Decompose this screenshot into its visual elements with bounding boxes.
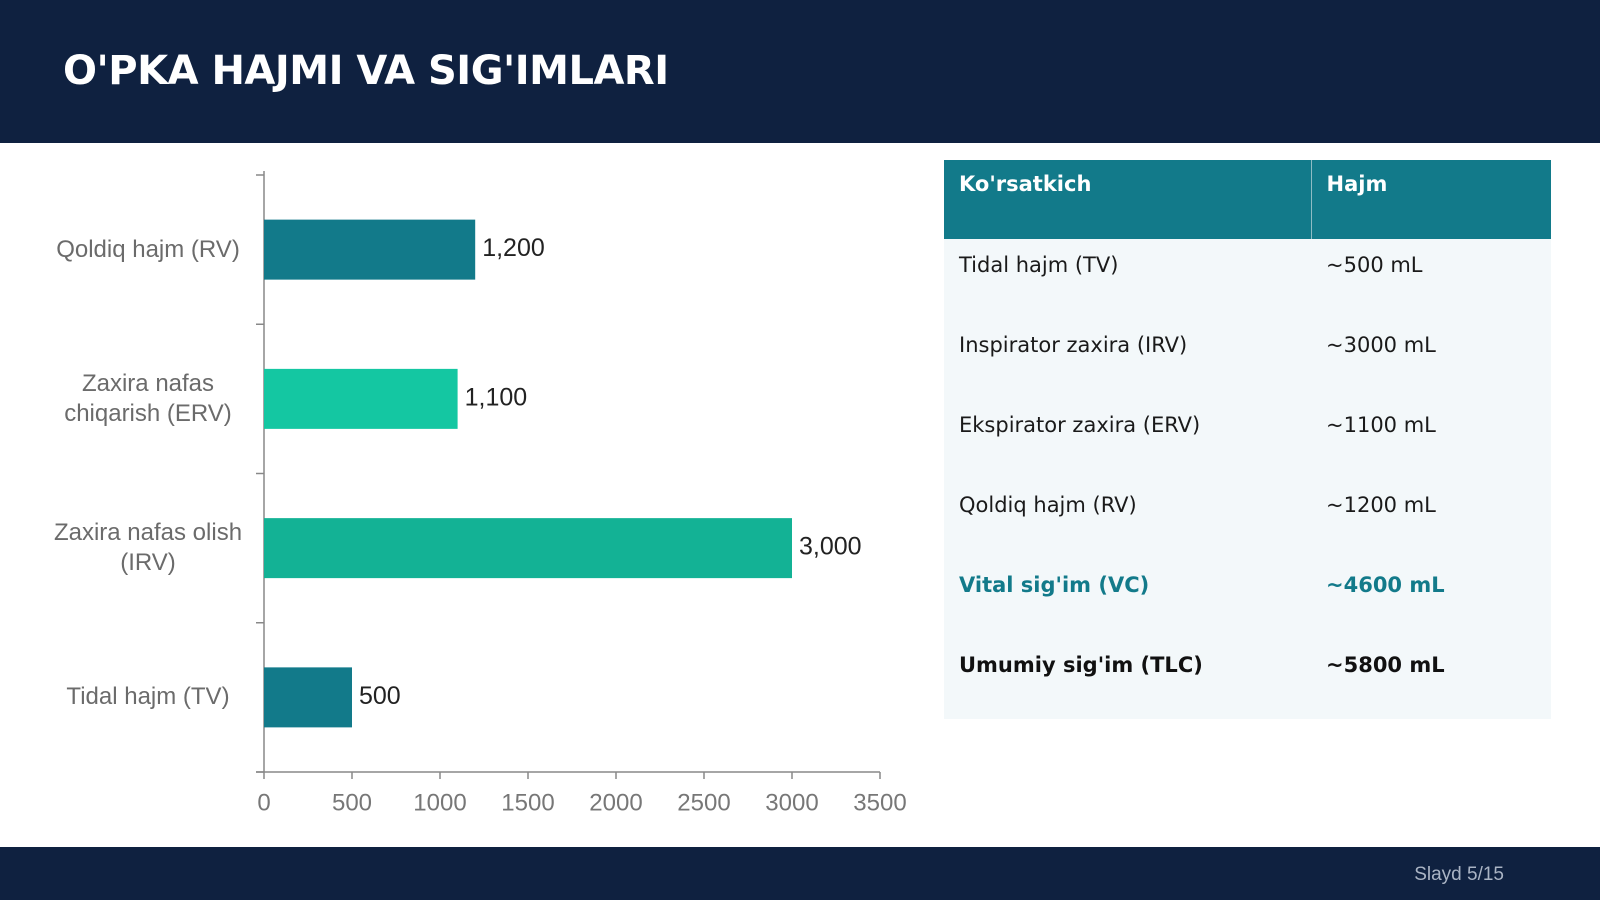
table-row: Ekspirator zaxira (ERV) ~1100 mL: [944, 399, 1551, 479]
table-cell: ~1200 mL: [1311, 479, 1551, 559]
table-header: Hajm: [1311, 160, 1551, 239]
slide-title: O'PKA HAJMI VA SIG'IMLARI: [63, 48, 669, 94]
x-tick-label: 3500: [853, 789, 906, 816]
table-cell: Umumiy sig'im (TLC): [944, 639, 1311, 719]
table-cell: ~3000 mL: [1311, 319, 1551, 399]
slide-number: Slayd 5/15: [1414, 864, 1504, 885]
table-cell: Vital sig'im (VC): [944, 559, 1311, 639]
table-cell: ~4600 mL: [1311, 559, 1551, 639]
table-row: Umumiy sig'im (TLC) ~5800 mL: [944, 639, 1551, 719]
value-label: 3,000: [799, 533, 862, 561]
table-cell: ~5800 mL: [1311, 639, 1551, 719]
chart: 0 500 1000 1500 2000 2500 3000 3500 500 3,000 1,10…: [256, 171, 907, 816]
x-tick-label: 1500: [501, 789, 554, 816]
x-tick-label: 2500: [677, 789, 730, 816]
table-row: Tidal hajm (TV) ~500 mL: [944, 239, 1551, 319]
x-tick-label: 1000: [413, 789, 466, 816]
table-cell: Qoldiq hajm (RV): [944, 479, 1311, 559]
table-row: Vital sig'im (VC) ~4600 mL: [944, 559, 1551, 639]
table-row: Inspirator zaxira (IRV) ~3000 mL: [944, 319, 1551, 399]
category-label: Zaxira nafas olish (IRV): [53, 519, 243, 577]
bar: [264, 368, 458, 429]
category-label: Tidal hajm (TV): [66, 683, 230, 711]
category-label: Qoldiq hajm (RV): [56, 235, 240, 263]
header: [0, 0, 1600, 143]
table-header: Ko'rsatkich: [944, 160, 1312, 239]
bar: [264, 667, 352, 728]
table-row: Qoldiq hajm (RV) ~1200 mL: [944, 479, 1551, 559]
table-cell: ~1100 mL: [1311, 399, 1551, 479]
bar: [264, 219, 476, 280]
table-cell: ~500 mL: [1311, 239, 1551, 319]
value-label: 500: [359, 682, 401, 710]
table-cell: Tidal hajm (TV): [944, 239, 1311, 319]
x-tick-label: 2000: [589, 789, 642, 816]
table-cell: Ekspirator zaxira (ERV): [944, 399, 1311, 479]
table-cell: Inspirator zaxira (IRV): [944, 319, 1311, 399]
table: Ko'rsatkich Hajm Tidal hajm (TV) ~500 mL I…: [944, 160, 1551, 719]
x-tick-label: 0: [257, 789, 270, 816]
category-label: Zaxira nafas chiqarish (ERV): [64, 369, 232, 427]
footer: [0, 847, 1600, 900]
value-label: 1,100: [465, 383, 528, 411]
value-label: 1,200: [482, 234, 545, 262]
bar: [264, 518, 792, 579]
x-tick-label: 500: [332, 789, 372, 816]
x-tick-label: 3000: [765, 789, 818, 816]
